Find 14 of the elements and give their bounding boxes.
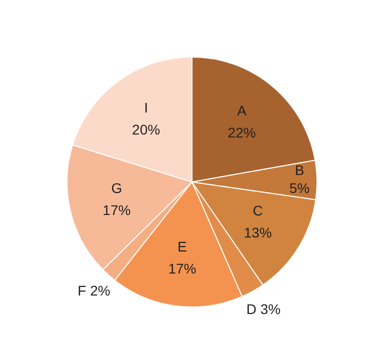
slice-label: E — [178, 238, 187, 255]
slice-label: F 2% — [78, 282, 110, 298]
data-label: 17% — [168, 260, 196, 277]
slice-label: C — [252, 202, 263, 219]
slice-label: I — [144, 99, 148, 116]
slice-label: D 3% — [246, 301, 281, 318]
data-label: 22% — [228, 124, 256, 140]
data-label: 13% — [244, 224, 272, 241]
data-label: 17% — [102, 202, 131, 218]
slice-label: A — [237, 102, 248, 118]
data-label: 20% — [132, 121, 160, 138]
data-label: 5% — [289, 180, 310, 196]
slice-label: G — [111, 180, 122, 196]
slice-label: B — [294, 162, 304, 178]
